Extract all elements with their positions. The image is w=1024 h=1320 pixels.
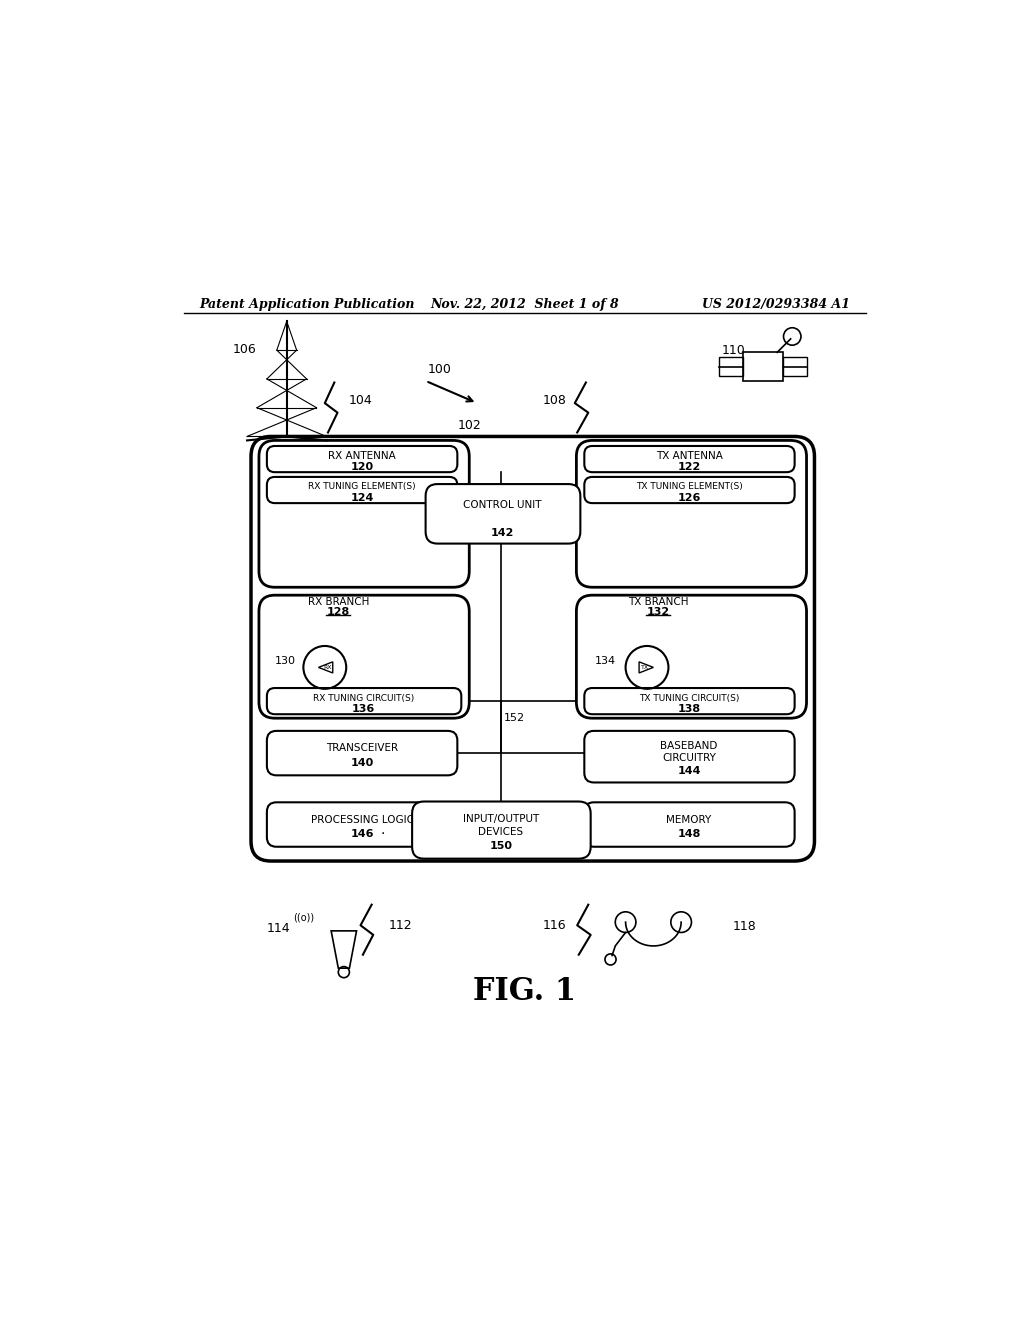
Text: 144: 144: [677, 766, 700, 776]
FancyBboxPatch shape: [267, 688, 461, 714]
Text: TRANSCEIVER: TRANSCEIVER: [326, 743, 398, 754]
FancyBboxPatch shape: [259, 441, 469, 587]
FancyBboxPatch shape: [251, 437, 814, 861]
Text: RX ANTENNA: RX ANTENNA: [329, 451, 396, 461]
Text: TX ANTENNA: TX ANTENNA: [655, 451, 723, 461]
Text: CONTROL UNIT: CONTROL UNIT: [463, 500, 542, 511]
Text: 142: 142: [490, 528, 514, 539]
FancyBboxPatch shape: [577, 441, 807, 587]
Text: US 2012/0293384 A1: US 2012/0293384 A1: [702, 298, 850, 312]
Text: 128: 128: [327, 607, 350, 616]
FancyBboxPatch shape: [585, 477, 795, 503]
Text: 132: 132: [646, 607, 670, 616]
Text: RX TUNING ELEMENT(S): RX TUNING ELEMENT(S): [308, 482, 416, 491]
FancyBboxPatch shape: [585, 688, 795, 714]
Text: 138: 138: [678, 704, 700, 714]
Text: 114: 114: [267, 921, 291, 935]
Text: TX BRANCH: TX BRANCH: [628, 597, 688, 606]
Text: ((o)): ((o)): [294, 912, 314, 923]
FancyBboxPatch shape: [267, 803, 458, 846]
Text: PROCESSING LOGIC: PROCESSING LOGIC: [310, 814, 414, 825]
Text: 136: 136: [352, 704, 376, 714]
FancyBboxPatch shape: [577, 595, 807, 718]
Bar: [743, 352, 782, 381]
Text: RX TUNING CIRCUIT(S): RX TUNING CIRCUIT(S): [313, 694, 415, 702]
Text: Nov. 22, 2012  Sheet 1 of 8: Nov. 22, 2012 Sheet 1 of 8: [430, 298, 620, 312]
Text: 104: 104: [348, 395, 373, 408]
FancyBboxPatch shape: [585, 803, 795, 846]
Text: 122: 122: [678, 462, 700, 473]
Text: 112: 112: [388, 919, 412, 932]
Text: CIRCUITRY: CIRCUITRY: [663, 752, 716, 763]
Text: 130: 130: [275, 656, 296, 667]
Text: 108: 108: [542, 395, 566, 408]
FancyBboxPatch shape: [412, 801, 591, 858]
Text: RX: RX: [324, 665, 332, 669]
Text: Patent Application Publication: Patent Application Publication: [200, 298, 415, 312]
FancyBboxPatch shape: [585, 446, 795, 473]
Text: DEVICES: DEVICES: [478, 826, 523, 837]
Text: 126: 126: [678, 492, 700, 503]
Text: 102: 102: [458, 418, 481, 432]
Text: 120: 120: [350, 462, 374, 473]
Text: RX BRANCH: RX BRANCH: [307, 597, 369, 606]
Text: FIG. 1: FIG. 1: [473, 977, 577, 1007]
Text: 152: 152: [504, 713, 525, 723]
Text: 140: 140: [350, 759, 374, 768]
Text: BASEBAND: BASEBAND: [660, 741, 718, 751]
Text: 146: 146: [350, 829, 374, 840]
Bar: [719, 358, 743, 376]
Text: 150: 150: [489, 841, 512, 851]
Text: TX TUNING CIRCUIT(S): TX TUNING CIRCUIT(S): [639, 694, 739, 702]
Text: TX: TX: [641, 665, 648, 669]
FancyBboxPatch shape: [585, 731, 795, 783]
Text: ·: ·: [380, 828, 385, 841]
Text: INPUT/OUTPUT: INPUT/OUTPUT: [463, 814, 539, 824]
FancyBboxPatch shape: [426, 484, 581, 544]
Text: 116: 116: [543, 919, 566, 932]
Text: TX TUNING ELEMENT(S): TX TUNING ELEMENT(S): [636, 482, 742, 491]
Text: 124: 124: [350, 492, 374, 503]
FancyBboxPatch shape: [267, 731, 458, 775]
Bar: [782, 358, 807, 376]
Text: 106: 106: [232, 343, 256, 355]
Text: 100: 100: [428, 363, 452, 376]
Text: 110: 110: [722, 345, 745, 358]
Text: 118: 118: [733, 920, 757, 933]
Text: MEMORY: MEMORY: [667, 814, 712, 825]
Text: 134: 134: [595, 656, 616, 667]
FancyBboxPatch shape: [259, 595, 469, 718]
Text: 148: 148: [678, 829, 700, 840]
FancyBboxPatch shape: [267, 446, 458, 473]
FancyBboxPatch shape: [267, 477, 458, 503]
